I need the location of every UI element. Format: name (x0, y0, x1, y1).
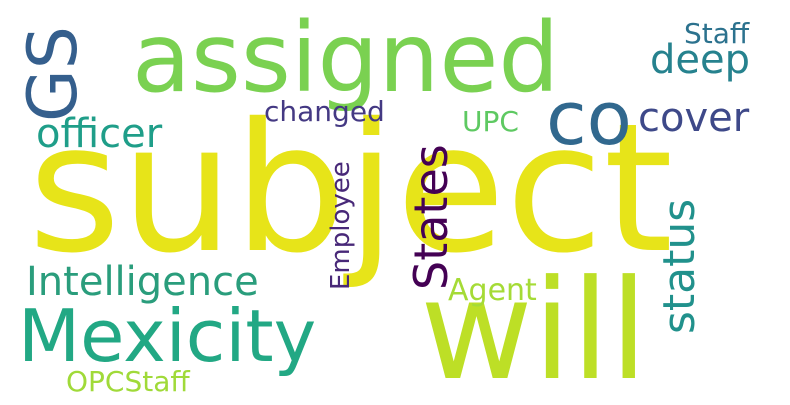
word-officer: officer (36, 111, 163, 157)
word-assigned: assigned (132, 2, 560, 114)
word-status: status (654, 198, 705, 334)
word-states: States (404, 144, 458, 290)
word-subject: subject (28, 85, 674, 292)
word-will: will (420, 250, 648, 405)
word-employee: Employee (326, 161, 356, 290)
word-mexicity: Mexicity (18, 294, 317, 378)
word-staff: Staff (684, 17, 750, 50)
word-upc: UPC (462, 105, 519, 138)
word-agent: Agent (448, 273, 537, 308)
word-co: co (546, 76, 632, 162)
word-cover: cover (638, 95, 750, 141)
word-deep: deep (650, 37, 750, 83)
word-changed: changed (264, 95, 385, 128)
word-opcstaff: OPCStaff (66, 365, 190, 398)
word-gs: GS (14, 26, 93, 122)
word-intelligence: Intelligence (26, 259, 259, 305)
